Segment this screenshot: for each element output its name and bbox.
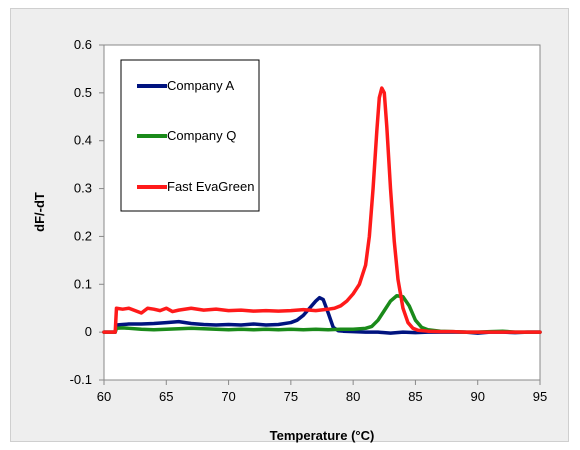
- legend-label-fast-evagreen: Fast EvaGreen: [167, 179, 254, 194]
- series-layer: [102, 86, 542, 335]
- y-tick-label: -0.1: [70, 372, 92, 387]
- x-tick-label: 70: [221, 389, 235, 404]
- legend: Company A Company Q Fast EvaGreen: [120, 59, 260, 212]
- y-tick-label: 0.4: [74, 133, 92, 148]
- x-tick-label: 85: [408, 389, 422, 404]
- x-tick-label: 75: [284, 389, 298, 404]
- x-tick-label: 95: [533, 389, 547, 404]
- y-tick-label: 0.5: [74, 85, 92, 100]
- x-tick-label: 60: [97, 389, 111, 404]
- y-axis-title: dF/-dT: [32, 192, 47, 232]
- x-tick-label: 80: [346, 389, 360, 404]
- y-tick-label: 0.1: [74, 276, 92, 291]
- y-tick-label: 0: [85, 324, 92, 339]
- x-tick-label: 90: [470, 389, 484, 404]
- legend-label-company-a: Company A: [167, 78, 235, 93]
- y-tick-label: 0.3: [74, 181, 92, 196]
- series-line-fast-evagreen: [102, 86, 542, 334]
- axes-layer: 60 65 70 75 80 85 90 95 -0.1 0 0.1 0.2 0.3 0.4 0.5 0.6: [70, 37, 548, 404]
- legend-label-company-q: Company Q: [167, 128, 236, 143]
- x-axis-title: Temperature (°C): [270, 428, 375, 443]
- x-tick-label: 65: [159, 389, 173, 404]
- y-tick-label: 0.6: [74, 37, 92, 52]
- y-tick-label: 0.2: [74, 228, 92, 243]
